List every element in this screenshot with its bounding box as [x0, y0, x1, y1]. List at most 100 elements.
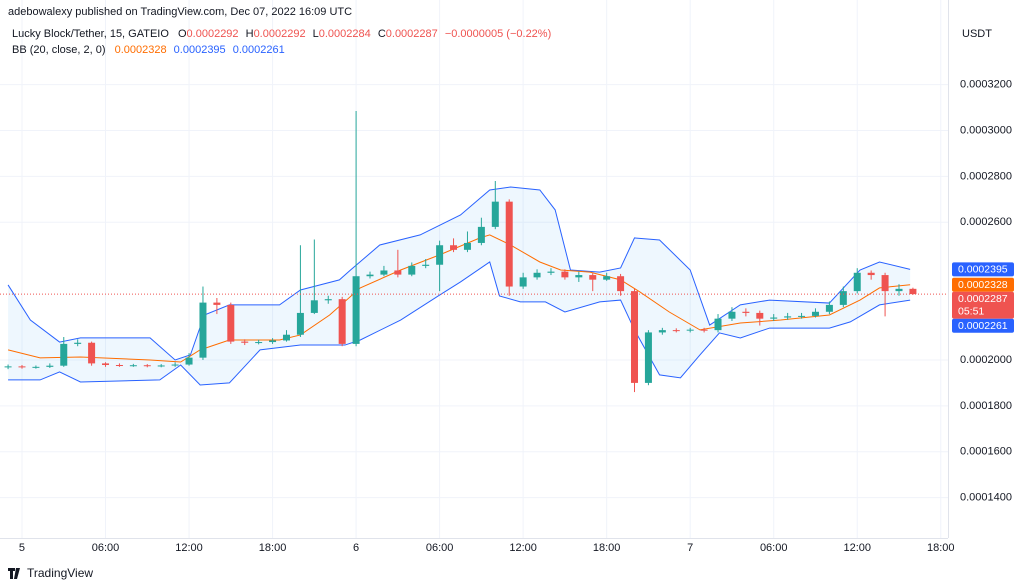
candle-body — [798, 315, 806, 317]
candle-body — [129, 365, 137, 367]
symbol: Lucky Block/Tether, 15, GATEIO — [12, 28, 169, 40]
ohlc-value: 0.0002292 — [254, 28, 306, 40]
candle-body — [102, 363, 110, 366]
candle-body — [742, 311, 750, 313]
price-label: 0.0002328 — [958, 279, 1008, 291]
candle-body — [143, 365, 151, 367]
candle-body — [644, 332, 652, 383]
candle-body — [839, 291, 847, 305]
symbol-legend: Lucky Block/Tether, 15, GATEIO O 0.000229… — [12, 28, 551, 40]
price-label-box — [952, 291, 1014, 319]
candle-body — [185, 357, 193, 365]
candle-body — [672, 330, 680, 332]
candle-body — [881, 275, 889, 292]
logo: TradingView — [8, 566, 93, 580]
change: −0.0000005 (−0.22%) — [445, 28, 551, 40]
ohlc-label: C — [378, 28, 386, 40]
candle-body — [394, 270, 402, 275]
candle-body — [853, 272, 861, 292]
plot — [0, 111, 948, 393]
publisher-line: adebowalexy published on TradingView.com… — [8, 6, 352, 18]
candle-body — [324, 299, 332, 301]
candle-body — [477, 226, 485, 243]
candle-body — [575, 275, 583, 278]
candle-body — [909, 288, 917, 295]
candle-body — [491, 201, 499, 227]
candle-body — [505, 201, 513, 287]
basis-value: 0.0002328 — [115, 44, 167, 56]
candle-body — [366, 274, 374, 277]
candle-body — [32, 366, 40, 368]
candle-body — [686, 329, 694, 331]
x-tick-label: 12:00 — [509, 542, 537, 554]
candle-body — [310, 300, 318, 313]
candle-body — [714, 318, 722, 331]
currency: USDT — [962, 28, 992, 40]
countdown: 05:51 — [958, 305, 984, 317]
y-tick-label: 0.0003200 — [960, 79, 1012, 91]
price-label: 0.0002287 — [958, 293, 1008, 305]
y-tick-label: 0.0002800 — [960, 170, 1012, 182]
x-tick-label: 06:00 — [760, 542, 788, 554]
x-tick-label: 06:00 — [92, 542, 120, 554]
candle-body — [561, 271, 569, 278]
price-label: 0.0002395 — [958, 264, 1008, 276]
candle-body — [199, 302, 207, 358]
candle-body — [74, 342, 82, 344]
x-tick-label: 18:00 — [593, 542, 621, 554]
candle-body — [422, 264, 430, 266]
candle-body — [380, 270, 388, 275]
candle-body — [617, 276, 625, 292]
y-tick-label: 0.0001800 — [960, 400, 1012, 412]
candle-body — [157, 365, 165, 367]
candle-body — [338, 299, 346, 344]
lower-value: 0.0002261 — [233, 44, 285, 56]
band-lower — [8, 261, 911, 386]
ohlc-label: O — [178, 28, 187, 40]
x-tick-label: 7 — [687, 542, 693, 554]
candle-body — [241, 341, 249, 343]
candle-body — [784, 316, 792, 318]
x-tick-label: 18:00 — [259, 542, 287, 554]
price-label-box — [952, 318, 1014, 333]
candle-body — [352, 276, 360, 344]
candle-body — [589, 275, 597, 280]
candle-body — [658, 330, 666, 333]
candle-body — [533, 272, 541, 278]
candle-body — [171, 364, 179, 366]
price-label-box — [952, 277, 1014, 292]
candle-body — [728, 311, 736, 319]
candle-body — [547, 271, 555, 273]
candle-body — [519, 277, 527, 287]
upper-value: 0.0002395 — [174, 44, 226, 56]
candle-body — [700, 329, 708, 331]
candle-body — [227, 304, 235, 342]
x-tick-label: 18:00 — [927, 542, 955, 554]
band-basis — [7, 234, 911, 363]
x-tick-label: 12:00 — [175, 542, 203, 554]
candle-body — [296, 312, 304, 335]
candle-body — [88, 342, 96, 364]
candle-body — [408, 265, 416, 275]
candle-body — [811, 311, 819, 316]
x-tick-label: 6 — [353, 542, 359, 554]
candle-body — [463, 242, 471, 250]
candle-body — [603, 276, 611, 280]
footer-brand: TradingView — [27, 566, 93, 580]
candle-body — [825, 304, 833, 312]
candle-body — [282, 334, 290, 341]
price-label: 0.0002261 — [958, 320, 1008, 332]
price-label-box — [952, 262, 1014, 277]
candle-body — [895, 288, 903, 292]
candle-body — [269, 340, 277, 343]
y-tick-label: 0.0001600 — [960, 446, 1012, 458]
ohlc-value: 0.0002287 — [386, 28, 438, 40]
indicator-legend: BB (20, close, 2, 0) 0.0002328 0.0002395… — [12, 44, 285, 56]
band-upper — [7, 186, 911, 361]
x-tick-label: 5 — [19, 542, 25, 554]
indicator-name: BB (20, close, 2, 0) — [12, 44, 106, 56]
ohlc-label: H — [246, 28, 254, 40]
candle-body — [60, 343, 68, 366]
candle-body — [4, 366, 12, 368]
